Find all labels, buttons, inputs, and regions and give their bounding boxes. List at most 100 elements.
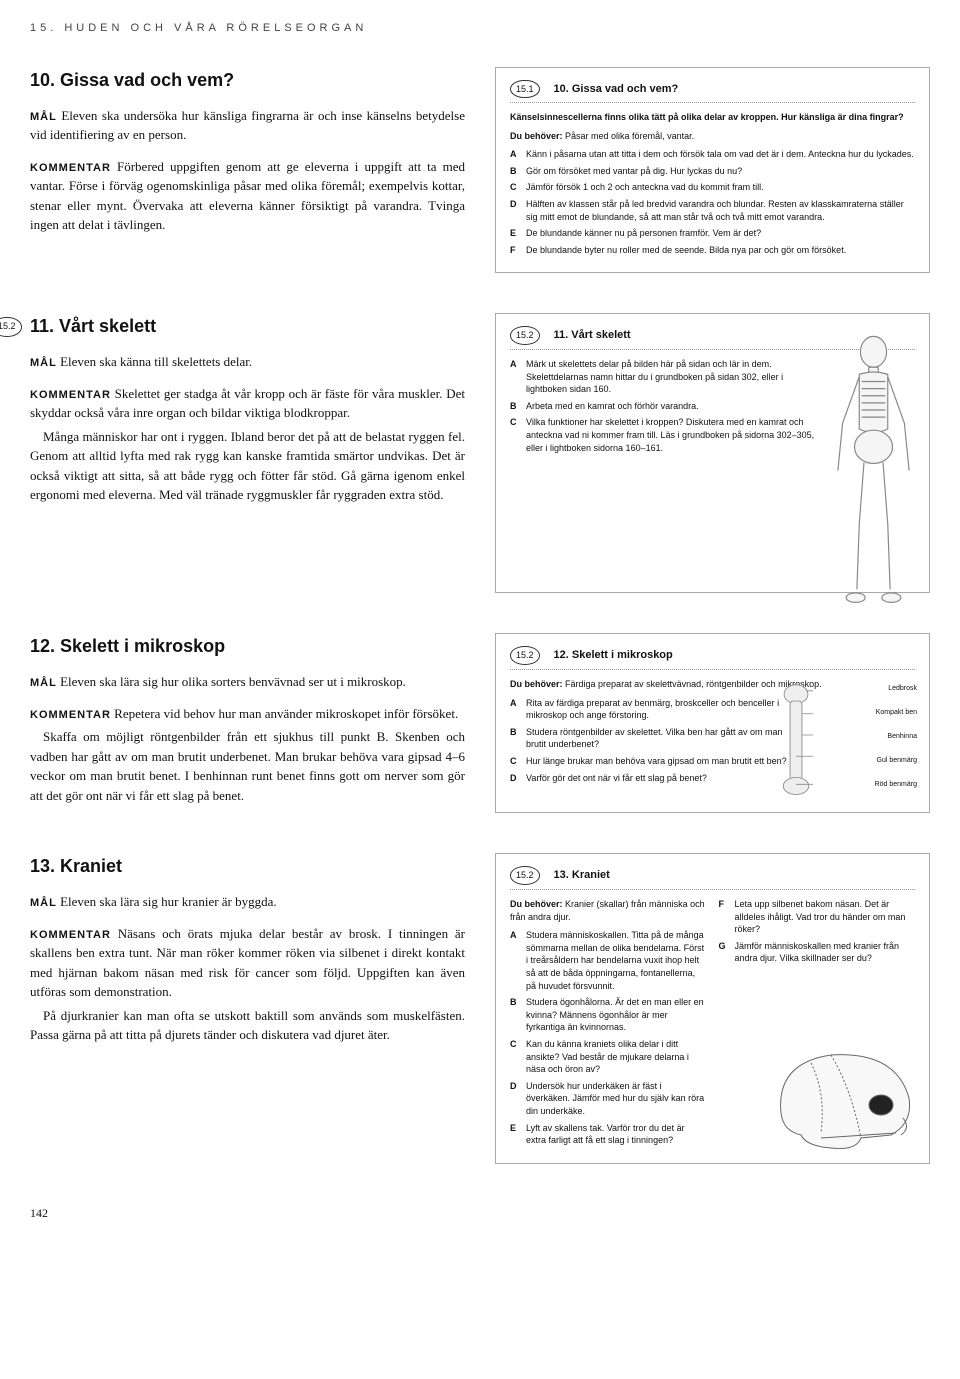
comment-label: KOMMENTAR (30, 929, 111, 941)
comment-12: KOMMENTAR Repetera vid behov hur man anv… (30, 704, 465, 806)
bone-label: Ledbrosk (809, 684, 919, 694)
ws-title-11: 11. Vårt skelett (554, 328, 631, 343)
goal-13: MÅL Eleven ska lära sig hur kranier är b… (30, 892, 465, 912)
left-ref-11: 15.2 (0, 317, 22, 337)
need-label: Du behöver: (510, 899, 563, 909)
ws-marker: C (510, 1038, 520, 1076)
bone-label: Benhinna (809, 732, 919, 742)
ws-marker: C (510, 416, 520, 454)
dots (510, 669, 915, 670)
ws-marker: G (719, 940, 729, 965)
ws-item: Jämför människoskallen med kranier från … (735, 940, 916, 965)
ws-marker: E (510, 1122, 520, 1147)
ws-marker: E (510, 227, 520, 240)
ws-marker: B (510, 996, 520, 1034)
ws-list-13b: FLeta upp silbenet bakom näsan. Det är a… (719, 898, 916, 965)
goal-11: MÅL Eleven ska känna till skelettets del… (30, 352, 465, 372)
ws-title-12: 12. Skelett i mikroskop (554, 648, 673, 663)
ws-need-10: Du behöver: Påsar med olika föremål, van… (510, 130, 915, 143)
ws-item: Hur länge brukar man behöva vara gipsad … (526, 755, 795, 768)
page-number: 142 (30, 1204, 930, 1222)
goal-text: Eleven ska undersöka hur känsliga fingra… (30, 108, 465, 143)
comment-10: KOMMENTAR Förbered uppgiften genom att g… (30, 157, 465, 235)
ws-item: Studera människoskallen. Titta på de mån… (526, 929, 707, 992)
ws-marker: A (510, 358, 520, 396)
goal-label: MÅL (30, 897, 57, 909)
ws-item: Rita av färdiga preparat av benmärg, bro… (526, 697, 795, 722)
ws-item: Studera röntgenbilder av skelettet. Vilk… (526, 726, 795, 751)
ws-marker: C (510, 755, 520, 768)
worksheet-11: 15.2 11. Vårt skelett AMärk ut skelettet… (495, 313, 930, 593)
worksheet-12: Ledbrosk Kompakt ben Benhinna Gul benmär… (495, 633, 930, 813)
ws-list-13a: AStudera människoskallen. Titta på de må… (510, 929, 707, 1147)
ws-item: Studera ögonhålorna. Är det en man eller… (526, 996, 707, 1034)
comment-11: KOMMENTAR Skelettet ger stadga åt vår kr… (30, 384, 465, 505)
ws-marker: D (510, 198, 520, 223)
ws-item: Undersök hur underkäken är fäst i överkä… (526, 1080, 707, 1118)
ws-intro-10: Känselsinnescellerna finns olika tätt på… (510, 111, 915, 124)
goal-label: MÅL (30, 677, 57, 689)
worksheet-13: 15.2 13. Kraniet Du behöver: Kranier (sk… (495, 853, 930, 1163)
ws-marker: D (510, 1080, 520, 1118)
ws-marker: F (510, 244, 520, 257)
bone-label: Kompakt ben (809, 708, 919, 718)
goal-text: Eleven ska lära sig hur kranier är byggd… (60, 894, 277, 909)
ws-item: De blundande byter nu roller med de seen… (526, 244, 915, 257)
goal-text: Eleven ska känna till skelettets delar. (60, 354, 252, 369)
bone-figure: Ledbrosk Kompakt ben Benhinna Gul benmär… (809, 684, 919, 803)
section-title-10: 10. Gissa vad och vem? (30, 67, 465, 94)
section-title-13: 13. Kraniet (30, 853, 465, 880)
goal-10: MÅL Eleven ska undersöka hur känsliga fi… (30, 106, 465, 145)
comment-p2: På djurkranier kan man ofta se utskott b… (30, 1006, 465, 1045)
comment-label: KOMMENTAR (30, 709, 111, 721)
ws-item: Hälften av klassen står på led bredvid v… (526, 198, 915, 223)
ws-marker: A (510, 148, 520, 161)
ws-item: Jämför försök 1 och 2 och anteckna vad d… (526, 181, 915, 194)
skeleton-figure (826, 334, 921, 611)
ws-item: Märk ut skelettets delar på bilden här p… (526, 358, 815, 396)
goal-12: MÅL Eleven ska lära sig hur olika sorter… (30, 672, 465, 692)
ws-marker: F (719, 898, 729, 936)
ws-item: Lyft av skallens tak. Varför tror du det… (526, 1122, 707, 1147)
ws-marker: C (510, 181, 520, 194)
ws-marker: A (510, 697, 520, 722)
comment-label: KOMMENTAR (30, 389, 111, 401)
ws-item: De blundande känner nu på personen framf… (526, 227, 915, 240)
ws-item: Arbeta med en kamrat och förhör varandra… (526, 400, 815, 413)
need-text: Påsar med olika föremål, vantar. (565, 131, 694, 141)
ws-marker: A (510, 929, 520, 992)
goal-text: Eleven ska lära sig hur olika sorters be… (60, 674, 406, 689)
ws-need-13: Du behöver: Kranier (skallar) från männi… (510, 898, 707, 923)
comment-label: KOMMENTAR (30, 162, 111, 174)
chapter-header: 15. HUDEN OCH VÅRA RÖRELSEORGAN (30, 20, 930, 37)
ws-ref-12: 15.2 (510, 646, 540, 665)
worksheet-10: 15.1 10. Gissa vad och vem? Känselsinnes… (495, 67, 930, 274)
comment-p1: Repetera vid behov hur man använder mikr… (114, 706, 458, 721)
ws-item: Känn i påsarna utan att titta i dem och … (526, 148, 915, 161)
dots (510, 889, 915, 890)
ws-item: Gör om försöket med vantar på dig. Hur l… (526, 165, 915, 178)
ws-ref-10: 15.1 (510, 80, 540, 99)
goal-label: MÅL (30, 357, 57, 369)
ws-title-10: 10. Gissa vad och vem? (554, 82, 679, 97)
ws-list-10: A Känn i påsarna utan att titta i dem och… (510, 148, 915, 256)
bone-label: Röd benmärg (809, 780, 919, 790)
need-label: Du behöver: (510, 679, 563, 689)
section-title-11: 11. Vårt skelett (30, 313, 465, 340)
ws-marker: D (510, 772, 520, 785)
dots (510, 102, 915, 103)
comment-p2: Många människor har ont i ryggen. Ibland… (30, 427, 465, 505)
comment-13: KOMMENTAR Näsans och örats mjuka delar b… (30, 924, 465, 1045)
bone-label: Gul benmärg (809, 756, 919, 766)
section-title-12: 12. Skelett i mikroskop (30, 633, 465, 660)
need-label: Du behöver: (510, 131, 563, 141)
skull-figure (761, 1043, 921, 1157)
comment-p2: Skaffa om möjligt röntgenbilder från ett… (30, 727, 465, 805)
ws-item: Varför gör det ont när vi får ett slag p… (526, 772, 795, 785)
goal-label: MÅL (30, 111, 57, 123)
ws-ref-11: 15.2 (510, 326, 540, 345)
ws-title-13: 13. Kraniet (554, 868, 610, 883)
ws-item: Kan du känna kraniets olika delar i ditt… (526, 1038, 707, 1076)
ws-ref-13: 15.2 (510, 866, 540, 885)
ws-item: Leta upp silbenet bakom näsan. Det är al… (735, 898, 916, 936)
